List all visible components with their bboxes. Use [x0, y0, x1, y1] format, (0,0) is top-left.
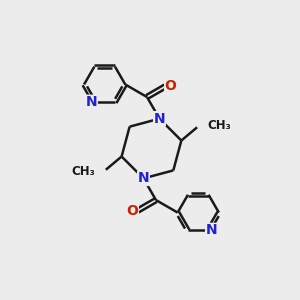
- Text: O: O: [126, 204, 138, 218]
- Text: CH₃: CH₃: [72, 165, 95, 178]
- Text: N: N: [138, 171, 149, 185]
- Text: N: N: [206, 224, 217, 237]
- Text: O: O: [165, 79, 177, 93]
- Text: CH₃: CH₃: [207, 119, 231, 132]
- Text: N: N: [154, 112, 165, 126]
- Text: N: N: [85, 95, 97, 109]
